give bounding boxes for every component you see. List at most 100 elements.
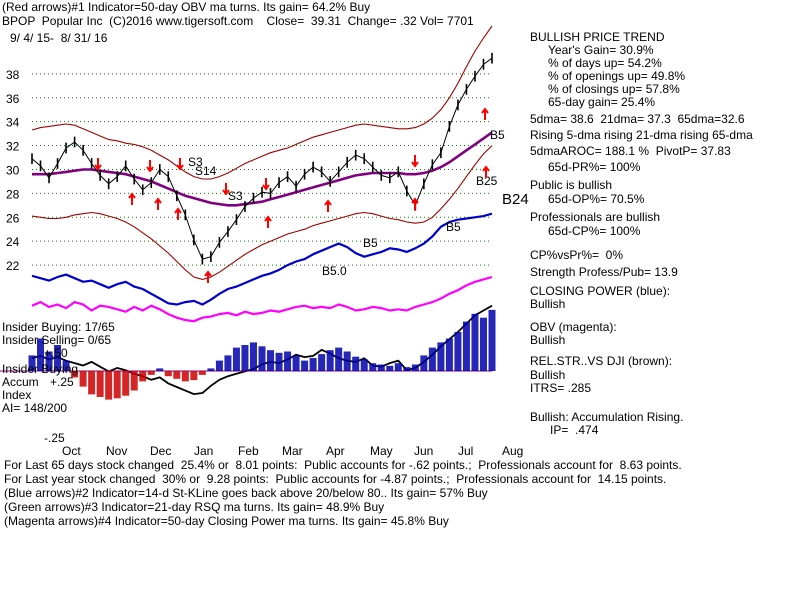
y-tick-label-36: 36 — [6, 92, 20, 106]
accum-bar — [318, 354, 326, 371]
accum-bar — [437, 342, 445, 371]
x-tick-label-jan: Jan — [194, 444, 213, 458]
x-tick-label-jun: Jun — [414, 444, 433, 458]
bullish-trend: BULLISH PRICE TREND — [530, 30, 665, 44]
accum-bar — [147, 371, 155, 375]
closings-up: % of closings up= 57.8% — [548, 82, 680, 96]
x-tick-label-nov: Nov — [106, 444, 127, 458]
accum-bar — [360, 359, 368, 371]
x-tick-label-may: May — [370, 444, 393, 458]
signal-arrow-up — [204, 270, 212, 283]
signal-arrow-down — [222, 183, 230, 196]
y-tick-label-32: 32 — [6, 140, 20, 154]
accum-bar — [164, 371, 172, 377]
x-tick-label-apr: Apr — [326, 444, 345, 458]
x-tick-label-oct: Oct — [62, 444, 81, 458]
accum-bar — [113, 371, 121, 399]
accum-bar — [471, 313, 479, 371]
signal-arrow-up — [482, 165, 490, 178]
accum-bar — [156, 368, 164, 371]
cp-vs-pr: CP%vsPr%= 0% — [530, 248, 624, 262]
indicator-line: (Red arrows)#1 Indicator=50-day OBV ma t… — [2, 0, 371, 14]
accum-bar — [488, 309, 496, 371]
accum-bar — [45, 351, 53, 371]
accum-bar — [139, 371, 147, 382]
accum-bar — [479, 317, 487, 371]
closing-power-title: CLOSING POWER (blue): — [530, 284, 671, 298]
annotation-b5-mid: B5 — [446, 220, 461, 234]
upper-band-line — [31, 25, 493, 180]
signal-arrow-up — [264, 215, 272, 228]
accum-bar — [420, 355, 428, 371]
accum-label: Accum — [2, 375, 39, 389]
annotation-b5-top: B5 — [490, 128, 505, 142]
relstr-title: REL.STR..VS DJI (brown): — [530, 354, 673, 368]
accum-bar — [258, 346, 266, 371]
signal-arrow-up — [324, 199, 332, 212]
accum-bar — [454, 332, 462, 371]
ticker-line: BPOP Popular Inc (C)2016 www.tigersoft.c… — [2, 14, 474, 28]
accum-plus50: +.50 — [44, 346, 68, 360]
accum-bar — [292, 355, 300, 371]
accum-bar — [79, 371, 87, 387]
strength-ratio: Strength Profess/Pub= 13.9 — [530, 265, 678, 279]
annotation-s14: S14 — [195, 164, 217, 178]
y-tick-label-26: 26 — [6, 211, 20, 225]
accum-bar — [284, 351, 292, 371]
dma-values: 5dma= 38.6 21dma= 37.3 65dma=32.6 — [530, 112, 745, 126]
signal-arrow-down — [94, 158, 102, 171]
accum-bar — [309, 358, 317, 371]
accum-bar — [241, 345, 249, 371]
footer-line-4: (Green arrows)#3 Indicator=21-day RSQ ma… — [4, 500, 385, 514]
accum-bar — [28, 355, 36, 371]
accum-bar — [224, 355, 232, 371]
accum-bar — [54, 345, 62, 371]
accum-bar — [62, 360, 70, 371]
ip-value: IP= .474 — [550, 423, 599, 437]
relstr-value: Bullish — [530, 368, 566, 382]
x-tick-label-dec: Dec — [150, 444, 171, 458]
footer-line-1: For Last 65 days stock changed 25.4% or … — [4, 458, 682, 472]
accum-minus25: -.25 — [44, 431, 65, 445]
openings-up: % of openings up= 49.8% — [548, 69, 686, 83]
signal-arrow-down — [262, 178, 270, 191]
x-tick-label-jul: Jul — [458, 444, 473, 458]
footer-line-3: (Blue arrows)#2 Indicator=14-d St-KLine … — [4, 486, 488, 500]
accum-bar — [335, 347, 343, 371]
lower-band-line — [31, 145, 493, 280]
accum-bar — [105, 371, 113, 400]
y-tick-label-30: 30 — [6, 163, 20, 177]
signal-arrow-up — [411, 197, 419, 210]
signal-arrow-down — [176, 158, 184, 171]
signal-arrow-up — [128, 192, 136, 205]
years-gain: Year's Gain= 30.9% — [548, 43, 654, 57]
accum-bar — [122, 371, 130, 396]
y-tick-label-24: 24 — [6, 235, 20, 249]
closing-power-value: Bullish — [530, 297, 566, 311]
y-tick-label-28: 28 — [6, 187, 20, 201]
op65: 65d-OP%= 70.5% — [548, 192, 645, 206]
signal-arrow-down — [411, 155, 419, 168]
accum-bar — [215, 360, 223, 371]
day65-gain: 65-day gain= 25.4% — [548, 95, 656, 109]
rising-mas: Rising 5-dma rising 21-dma rising 65-dma — [530, 128, 753, 142]
footer-line-5: (Magenta arrows)#4 Indicator=50-day Clos… — [4, 514, 449, 528]
x-tick-label-mar: Mar — [282, 444, 303, 458]
signal-arrow-up — [481, 107, 489, 120]
pr65: 65d-PR%= 100% — [548, 160, 641, 174]
accum-bar — [88, 371, 96, 395]
y-tick-label-38: 38 — [6, 68, 20, 82]
insider-buying-label: Insider Buying — [2, 362, 79, 376]
itrs-value: ITRS= .285 — [530, 381, 592, 395]
aroc-pivot: 5dmaAROC= 188.1 % PivotP= 37.83 — [530, 144, 731, 158]
days-up: % of days up= 54.2% — [548, 56, 662, 70]
accum-bar — [343, 351, 351, 371]
accum-bar — [462, 321, 470, 371]
price-chart: 22 24 26 28 30 32 34 36 38 Oct Nov Dec Jan Feb Mar Apr M… — [0, 25, 529, 458]
annotation-s3: S3 — [188, 155, 203, 169]
accum-bar — [190, 371, 198, 381]
insider-buying-count: Insider Buying: 17/65 — [2, 320, 115, 334]
footer-line-2: For Last year stock changed 30% or 9.28 … — [4, 472, 667, 486]
accum-bar — [267, 350, 275, 371]
accum-bar — [232, 347, 240, 371]
